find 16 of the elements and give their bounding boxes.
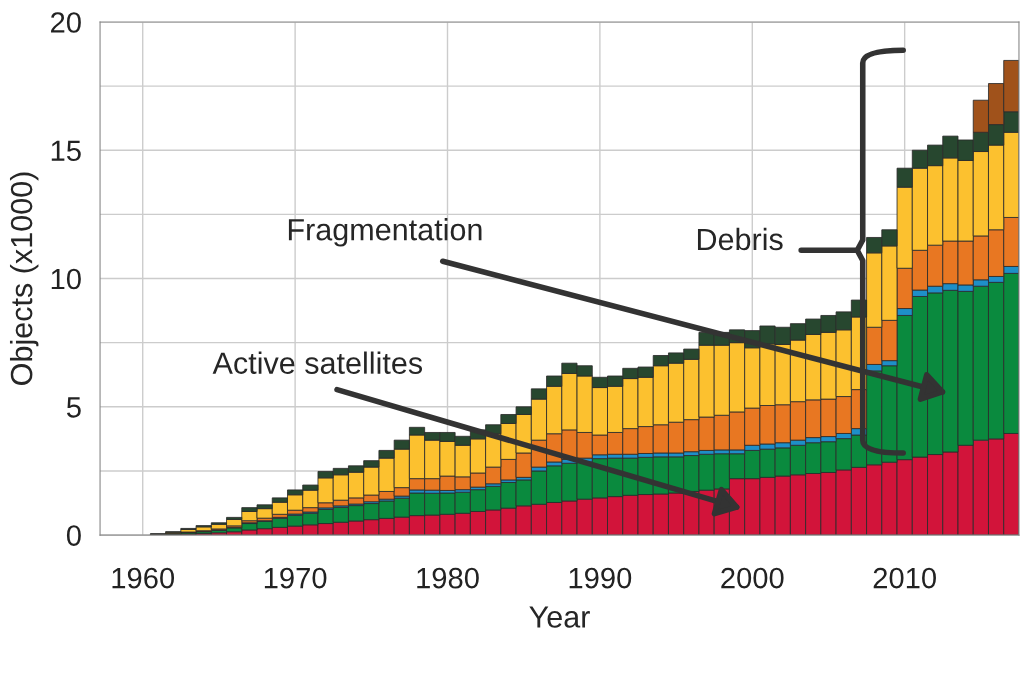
- x-tick-label: 1970: [264, 567, 327, 589]
- x-tick-label: 1960: [112, 567, 175, 589]
- y-tick-label: 5: [66, 397, 81, 418]
- y-tick-label: 20: [51, 12, 81, 33]
- y-tick-label: 15: [51, 140, 81, 162]
- x-tick-label: 1980: [417, 567, 479, 589]
- x-tick-label: 2010: [873, 567, 936, 589]
- annotation: Fragmentation: [288, 218, 482, 247]
- x-tick-label: 2000: [721, 567, 784, 589]
- y-tick-label: 10: [51, 268, 81, 290]
- x-axis-title: Year: [529, 606, 590, 628]
- x-tick-label: 1990: [569, 567, 632, 589]
- y-axis-title: Objects (x1000): [9, 172, 39, 385]
- annotation: Debris: [697, 227, 783, 251]
- y-tick-label: 0: [66, 525, 81, 546]
- annotation: Active satellites: [212, 351, 423, 374]
